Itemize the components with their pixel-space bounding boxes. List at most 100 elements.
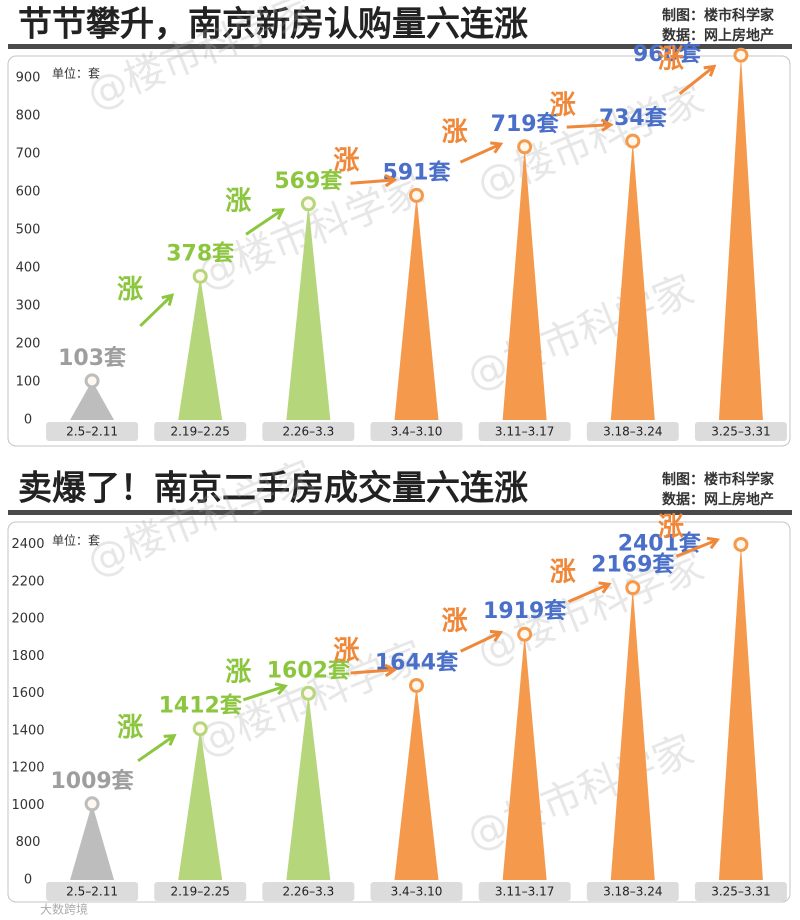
y-tick-label: 900 xyxy=(16,71,41,86)
category-box xyxy=(262,422,355,441)
rise-arrow-head xyxy=(271,208,285,220)
spike-bar xyxy=(286,203,331,420)
rise-arrow-head xyxy=(490,141,504,154)
y-tick-label: 2400 xyxy=(11,537,44,552)
footer-logo: 大数跨境 xyxy=(40,902,88,917)
rise-annotation: 涨 xyxy=(333,636,359,666)
rise-annotation: 涨 xyxy=(225,187,251,217)
rise-arrow xyxy=(678,65,716,95)
rise-arrow-head xyxy=(384,663,398,678)
unit-label: 单位：套 xyxy=(52,66,100,81)
spike-bar xyxy=(286,693,331,880)
category-box xyxy=(586,882,679,901)
rise-annotation: 涨 xyxy=(550,90,576,120)
rise-arrow-head xyxy=(489,629,504,643)
apex-point xyxy=(517,139,533,155)
rise-arrow xyxy=(242,684,286,702)
unit-label: 单位：套 xyxy=(52,533,100,548)
apex-point xyxy=(733,47,749,63)
value-label: 1009套 xyxy=(50,768,133,794)
x-tick-label: 2.5–2.11 xyxy=(66,425,118,439)
value-label: 1919套 xyxy=(483,598,566,624)
y-tick-label: 0 xyxy=(24,413,32,428)
spike-bar xyxy=(502,146,547,420)
value-label: 378套 xyxy=(166,240,234,266)
apex-point xyxy=(517,626,533,642)
category-box xyxy=(370,422,463,441)
y-tick-label: 800 xyxy=(16,109,41,124)
x-tick-label: 3.11–3.17 xyxy=(495,425,554,439)
credit: 制图：楼市科学家 xyxy=(662,471,775,488)
x-tick-label: 2.26–3.3 xyxy=(282,885,334,899)
category-box xyxy=(46,422,139,441)
category-box xyxy=(586,422,679,441)
x-tick-label: 3.25–3.31 xyxy=(711,885,770,899)
rise-arrow xyxy=(459,142,502,164)
rise-arrow-head xyxy=(274,682,288,696)
credit: 制图：楼市科学家 xyxy=(662,7,775,24)
y-tick-label: 2200 xyxy=(11,574,44,589)
apex-point xyxy=(625,580,641,596)
rise-arrow-head xyxy=(706,536,720,550)
y-tick-label: 300 xyxy=(16,299,41,314)
x-tick-label: 2.26–3.3 xyxy=(282,425,334,439)
y-tick-label: 1800 xyxy=(11,649,44,664)
rise-annotation: 涨 xyxy=(117,713,143,743)
spike-bar xyxy=(394,685,439,880)
value-label: 103套 xyxy=(58,345,126,371)
rise-arrow xyxy=(566,123,611,129)
apex-point xyxy=(409,187,424,203)
value-label: 1602套 xyxy=(267,657,350,683)
spike-bar xyxy=(718,544,763,880)
x-tick-label: 3.4–3.10 xyxy=(391,425,443,439)
x-tick-label: 2.19–2.25 xyxy=(170,425,229,439)
apex-point xyxy=(409,677,424,693)
y-tick-label: 1200 xyxy=(11,761,44,776)
rise-annotation: 涨 xyxy=(225,658,251,688)
category-box xyxy=(694,422,787,441)
rise-annotation: 涨 xyxy=(117,275,143,305)
y-tick-label: 800 xyxy=(16,835,41,850)
rise-arrow xyxy=(675,538,718,558)
spike-bar xyxy=(394,195,439,420)
rise-arrow xyxy=(245,208,284,236)
apex-point xyxy=(192,268,208,284)
rise-arrow xyxy=(137,734,176,763)
category-box xyxy=(154,882,247,901)
spike-bar xyxy=(610,141,655,420)
y-tick-label: 700 xyxy=(16,147,41,162)
y-tick-label: 1600 xyxy=(11,686,44,701)
category-box xyxy=(370,882,463,901)
y-tick-label: 1000 xyxy=(11,798,44,813)
apex-point xyxy=(84,373,100,389)
title-rule xyxy=(8,44,792,49)
value-label: 960套 xyxy=(633,41,701,67)
rise-annotation: 涨 xyxy=(442,606,468,636)
x-tick-label: 3.25–3.31 xyxy=(711,425,770,439)
value-label: 569套 xyxy=(274,168,342,194)
y-tick-label: 200 xyxy=(16,337,41,352)
rise-annotation: 涨 xyxy=(658,513,684,543)
chart-title: 节节攀升，南京新房认购量六连涨 xyxy=(18,5,528,45)
rise-arrow xyxy=(350,178,395,185)
y-tick-label: 100 xyxy=(16,375,41,390)
rise-annotation: 涨 xyxy=(333,146,359,176)
rise-arrow xyxy=(460,631,502,653)
x-tick-label: 3.18–3.24 xyxy=(603,425,662,439)
y-tick-label: 500 xyxy=(16,223,41,238)
rise-arrow-head xyxy=(600,118,614,132)
x-tick-label: 2.5–2.11 xyxy=(66,885,118,899)
spike-bar xyxy=(70,380,115,420)
chart-title: 卖爆了！南京二手房成交量六连涨 xyxy=(18,469,528,509)
x-tick-label: 2.19–2.25 xyxy=(170,885,229,899)
data-source: 数据：网上房地产 xyxy=(662,27,774,44)
apex-point xyxy=(84,796,100,812)
apex-point xyxy=(300,685,316,701)
apex-point xyxy=(733,536,749,552)
rise-arrow-head xyxy=(703,64,717,77)
spike-bar xyxy=(718,55,763,420)
rise-arrow xyxy=(567,582,610,604)
rise-arrow xyxy=(350,668,395,675)
value-label: 2169套 xyxy=(591,552,674,578)
spike-bar xyxy=(70,803,115,880)
